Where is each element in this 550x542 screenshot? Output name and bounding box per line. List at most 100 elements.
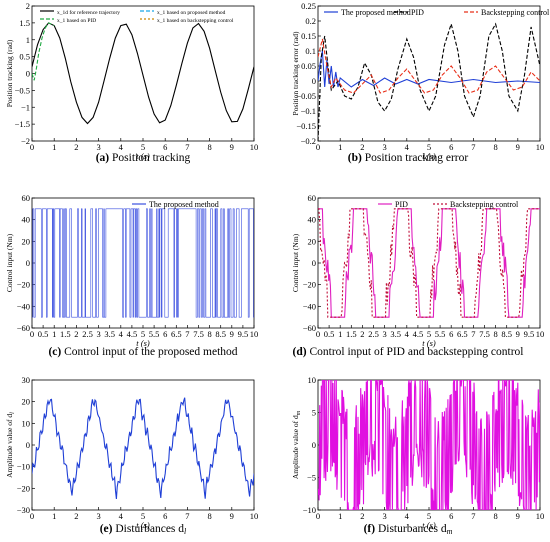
x-tick-label: 6 <box>449 142 453 152</box>
panel-caption: (e) Disturbances dl <box>100 523 187 536</box>
panel-e: 0 1 2 3 4 5 6 7 8 9 10 −30 −20 −10 0 10 20 30 t (s) Amplitu… <box>5 375 258 536</box>
caption-text: Position tracking error <box>365 152 469 164</box>
y-axis-label: Amplitude value of dl <box>5 412 16 478</box>
x-tick-label: 9 <box>230 142 234 152</box>
series-line <box>32 22 55 81</box>
y-tick-label: 0 <box>312 258 316 268</box>
caption-text: Position tracking <box>112 152 191 164</box>
y-tick-label: 0.05 <box>301 61 316 71</box>
x-tick-label: 1.5 <box>60 329 71 339</box>
plot-frame <box>317 197 541 329</box>
x-tick-label: 9 <box>516 511 520 521</box>
y-tick-label: −10 <box>17 462 30 472</box>
x-tick-label: 9 <box>516 142 520 152</box>
legend: x_1d for reference trajectory x_1 based o… <box>40 9 234 24</box>
y-axis-label: Amplitude value of dm <box>291 410 302 479</box>
x-tick-label: 7 <box>471 142 475 152</box>
x-tick-label: 0 <box>316 511 320 521</box>
caption-text: Disturbances d <box>378 523 447 535</box>
x-tick-label: 1 <box>338 329 342 339</box>
y-axis-label: Position tracking (rad) <box>5 39 14 107</box>
y-tick-label: 60 <box>308 193 317 203</box>
y-tick-label: 10 <box>308 375 317 385</box>
x-tick-label: 3 <box>382 142 386 152</box>
x-tick-label: 5.5 <box>149 329 160 339</box>
y-tick-label: −0.05 <box>296 91 316 101</box>
panel-c: 0 0.5 1 1.5 2 2.5 3 3.5 4 4.5 5 5.5 6 6.5 7 7.5 8 8.5 9 9.5… <box>5 193 258 358</box>
y-tick-label: −20 <box>17 483 30 493</box>
x-tick-label: 7.5 <box>193 329 204 339</box>
x-tick-label: 8.5 <box>215 329 226 339</box>
x-tick-label: 7 <box>185 142 189 152</box>
y-tick-label: 20 <box>22 236 31 246</box>
x-tick-label: 4 <box>119 329 124 339</box>
x-tick-label: 2.5 <box>368 329 379 339</box>
panel-d: 0 0.5 1 1.5 2 2.5 3 3.5 4 4.5 5 5.5 6 6.5 7 7.5 8 8.5 9 9.5… <box>291 193 544 358</box>
legend: The proposed method <box>132 200 219 209</box>
x-tick-label: 3.5 <box>104 329 115 339</box>
legend-label: Backstepping control <box>450 200 519 209</box>
series-line <box>32 397 254 500</box>
y-axis-label: Control input (Nm) <box>5 233 14 292</box>
x-tick-label: 3 <box>96 329 100 339</box>
y-axis-label: Control input (Nm) <box>291 233 300 292</box>
x-tick-label: 0.5 <box>38 329 49 339</box>
panel-caption: (c) Control input of the proposed method <box>48 346 237 358</box>
y-tick-label: 0 <box>26 69 30 79</box>
y-axis-label: Position tracking error (rad) <box>291 31 300 115</box>
panel-caption: (f) Disturbances dm <box>364 523 453 536</box>
x-tick-label: 3 <box>382 511 386 521</box>
x-tick-label: 1 <box>52 329 56 339</box>
x-tick-label: 8 <box>207 329 211 339</box>
x-tick-label: 0.5 <box>324 329 335 339</box>
panel-caption: (d) Control input of PID and backsteppin… <box>293 346 524 358</box>
y-tick-label: −1.5 <box>15 119 30 129</box>
caption-letter: (d) <box>293 346 310 358</box>
x-tick-label: 8 <box>493 329 497 339</box>
x-tick-label: 1 <box>52 511 56 521</box>
x-tick-label: 5 <box>141 329 145 339</box>
legend-label: The proposed method <box>341 8 411 17</box>
x-tick-label: 8 <box>207 142 211 152</box>
x-axis-label: t (s) <box>136 520 150 530</box>
x-tick-label: 3 <box>96 511 100 521</box>
x-tick-label: 9.5 <box>524 329 535 339</box>
x-tick-label: 2 <box>74 142 78 152</box>
x-tick-label: 10 <box>250 329 259 339</box>
x-tick-label: 2 <box>360 142 364 152</box>
plot-frame <box>317 5 541 142</box>
x-tick-label: 6 <box>449 511 453 521</box>
x-tick-label: 5 <box>141 511 145 521</box>
x-tick-label: 6 <box>163 142 167 152</box>
y-tick-label: −20 <box>17 280 30 290</box>
y-tick-label: 1.5 <box>19 18 30 28</box>
x-tick-label: 7 <box>471 329 475 339</box>
x-tick-label: 4 <box>405 329 410 339</box>
y-tick-label: 0 <box>26 440 30 450</box>
legend-label: x_1d for reference trajectory <box>57 9 120 16</box>
series-line <box>318 380 540 510</box>
x-tick-label: 1.5 <box>346 329 357 339</box>
x-tick-label: 10 <box>536 329 545 339</box>
y-tick-label: 0.15 <box>301 31 316 41</box>
y-tick-label: 1 <box>26 35 30 45</box>
x-tick-label: 8 <box>207 511 211 521</box>
y-tick-label: −5 <box>307 473 316 483</box>
x-tick-label: 10 <box>536 142 545 152</box>
caption-letter: (c) <box>48 346 64 358</box>
y-tick-label: −0.1 <box>301 106 316 116</box>
x-tick-label: 6 <box>163 511 167 521</box>
y-tick-label: 0.2 <box>305 16 316 26</box>
x-tick-label: 7 <box>471 511 475 521</box>
panel-caption: (b) Position tracking error <box>348 152 469 164</box>
x-tick-label: 7.5 <box>479 329 490 339</box>
y-tick-label: −20 <box>303 280 316 290</box>
x-tick-label: 4.5 <box>127 329 138 339</box>
caption-text: Disturbances d <box>115 523 184 535</box>
x-axis-label: t (s) <box>422 151 436 161</box>
panel-caption: (a) Position tracking <box>96 152 191 164</box>
caption-letter: (b) <box>348 152 365 164</box>
x-tick-label: 4 <box>405 511 410 521</box>
x-tick-label: 8 <box>493 142 497 152</box>
legend-label: x_1 based on backstepping control <box>157 18 234 24</box>
